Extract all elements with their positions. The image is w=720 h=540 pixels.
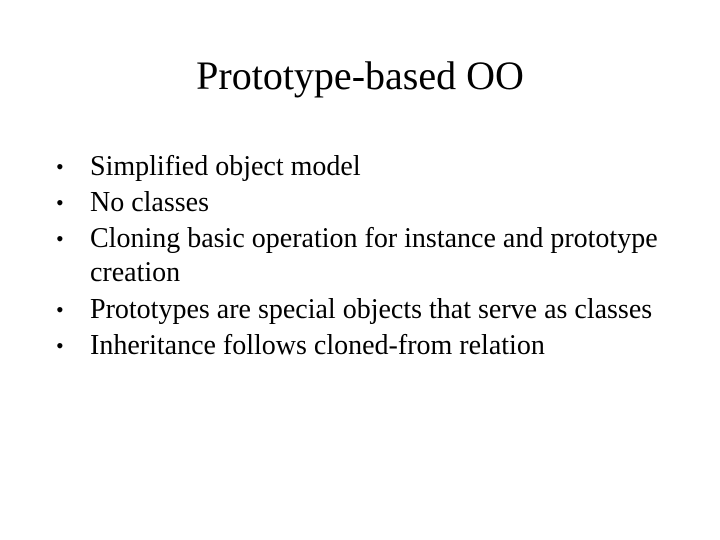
slide: Prototype-based OO Simplified object mod…	[0, 0, 720, 540]
list-item: Inheritance follows cloned-from relation	[56, 329, 666, 363]
slide-title: Prototype-based OO	[0, 52, 720, 99]
list-item: No classes	[56, 186, 666, 220]
list-item: Simplified object model	[56, 150, 666, 184]
slide-body: Simplified object model No classes Cloni…	[56, 150, 666, 365]
list-item: Prototypes are special objects that serv…	[56, 293, 666, 327]
list-item: Cloning basic operation for instance and…	[56, 222, 666, 290]
bullet-list: Simplified object model No classes Cloni…	[56, 150, 666, 363]
